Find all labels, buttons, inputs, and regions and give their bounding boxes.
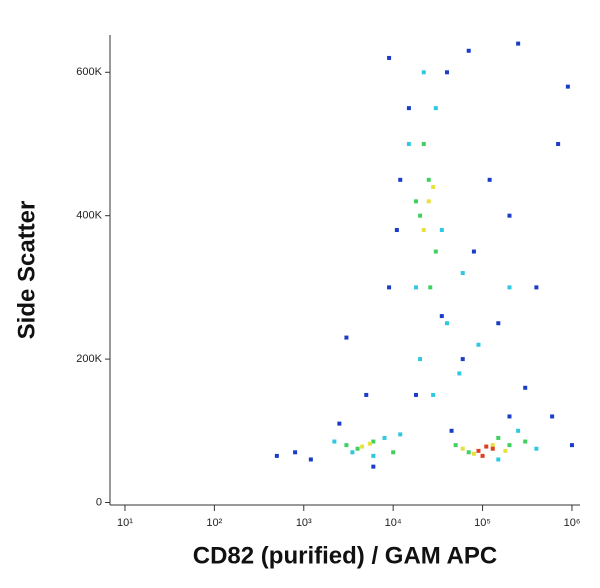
point (364, 392, 369, 397)
point (490, 446, 495, 451)
point (516, 428, 521, 433)
point (556, 141, 561, 146)
y-tick-label: 200K (76, 353, 102, 365)
x-tick-label: 10¹ (117, 517, 133, 529)
point (413, 285, 418, 290)
point (413, 392, 418, 397)
point (418, 213, 423, 218)
point (428, 285, 433, 290)
point (460, 271, 465, 276)
point (426, 177, 431, 182)
x-tick-label: 10⁴ (385, 517, 402, 529)
point (431, 392, 436, 397)
point (507, 414, 512, 419)
point (406, 141, 411, 146)
point (460, 446, 465, 451)
point (332, 439, 337, 444)
point (439, 228, 444, 233)
point (439, 314, 444, 319)
point (503, 448, 508, 453)
point (367, 441, 372, 446)
point (426, 199, 431, 204)
point (496, 435, 501, 440)
point (496, 457, 501, 462)
point (471, 249, 476, 254)
point (350, 450, 355, 455)
point (487, 177, 492, 182)
point (431, 185, 436, 190)
point (406, 106, 411, 111)
point (449, 428, 454, 433)
point (360, 444, 365, 449)
point (484, 444, 489, 449)
point (466, 48, 471, 53)
point (523, 439, 528, 444)
point (387, 285, 392, 290)
point (308, 457, 313, 462)
point (433, 106, 438, 111)
point (523, 385, 528, 390)
point (344, 443, 349, 448)
point (293, 450, 298, 455)
point (344, 335, 349, 340)
point (421, 228, 426, 233)
point (460, 357, 465, 362)
point (418, 357, 423, 362)
point (444, 70, 449, 75)
point (382, 435, 387, 440)
point (398, 432, 403, 437)
point (398, 177, 403, 182)
x-tick-label: 10³ (296, 517, 312, 529)
point (480, 453, 485, 458)
point (565, 84, 570, 89)
x-tick-label: 10⁵ (474, 517, 491, 529)
point (394, 228, 399, 233)
point (457, 371, 462, 376)
point (387, 55, 392, 60)
point (421, 141, 426, 146)
point (569, 443, 574, 448)
point (371, 453, 376, 458)
point (550, 414, 555, 419)
point (516, 41, 521, 46)
point (496, 321, 501, 326)
point (507, 213, 512, 218)
point (433, 249, 438, 254)
point (507, 443, 512, 448)
point (274, 453, 279, 458)
point (355, 446, 360, 451)
point (476, 448, 481, 453)
point (471, 451, 476, 456)
point (534, 285, 539, 290)
y-tick-label: 600K (76, 66, 102, 78)
x-tick-label: 10² (206, 517, 222, 529)
point (413, 199, 418, 204)
point (371, 464, 376, 469)
point (444, 321, 449, 326)
point (534, 446, 539, 451)
y-tick-label: 400K (76, 210, 102, 222)
point (421, 70, 426, 75)
point (507, 285, 512, 290)
y-axis-title: Side Scatter (13, 201, 40, 340)
point (337, 421, 342, 426)
point (453, 443, 458, 448)
point (391, 450, 396, 455)
point (476, 342, 481, 347)
x-axis-title: CD82 (purified) / GAM APC (193, 542, 497, 569)
point (490, 443, 495, 448)
y-tick-label: 0 (96, 496, 102, 508)
x-tick-label: 10⁶ (564, 517, 581, 529)
point (371, 439, 376, 444)
point (466, 450, 471, 455)
